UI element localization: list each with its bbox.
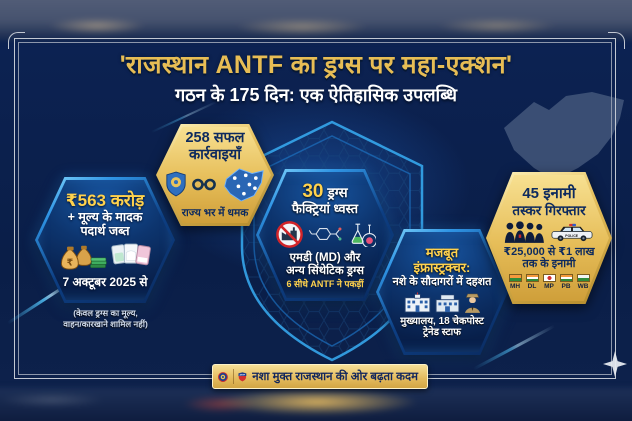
seizure-value: ₹563 करोड़ [65, 190, 145, 210]
state-flag: WB [576, 273, 590, 290]
station-building-icon [435, 293, 459, 313]
factories-label: फैक्ट्रियां ध्वस्त [291, 201, 359, 217]
arrests-count: 45 इनामी [522, 185, 576, 203]
handcuffs-icon [192, 178, 216, 191]
badge-fill [379, 232, 505, 352]
badge-operations: 258 सफल कार्रवाइयाँ [156, 124, 274, 226]
factories-count: 30 [302, 181, 324, 203]
state-flag: MH [508, 273, 522, 290]
no-factory-icon [275, 221, 303, 248]
seizure-label-1: + मूल्य के मादक [67, 209, 143, 224]
factories-detail-2: अन्य सिंथेटिक ड्रग्स [285, 264, 365, 277]
drug-packets-icon [111, 243, 151, 266]
subtitle: गठन के 175 दिन: एक ऐतिहासिक उपलब्धि [175, 85, 457, 105]
footer-banner: ANTF नशा मुक्त राजस्थान की ओर बढ़ता कदम [212, 364, 428, 389]
antf-shield-label: ANTF [240, 373, 246, 376]
infrastructure-subtext: नशे के सौदागरों में दहशत [392, 276, 492, 289]
flag-icon-mp [542, 273, 556, 282]
state-flag: PB [559, 273, 573, 290]
badge-arrests: 45 इनामी तस्कर गिरफ्तार [486, 172, 612, 304]
banner-divider [232, 369, 234, 384]
cash-stack-icon [90, 257, 107, 268]
police-officer-icon [464, 293, 480, 313]
rajasthan-map-pins-icon [224, 168, 264, 202]
flag-icon-wb [576, 273, 590, 282]
infrastructure-title-2: इंफ्रास्ट्रक्चर: [413, 259, 471, 275]
headquarters-building-icon [404, 291, 430, 313]
arrests-reward-range: ₹25,000 से ₹1 लाख [503, 246, 595, 258]
factories-unit: ड्रग्स [327, 185, 348, 201]
badge-seizure: ₹563 करोड़ + मूल्य के मादक पदार्थ जब्त ₹ [35, 177, 175, 303]
badge-factories: 30 ड्रग्स फैक्ट्रियां ध्वस्त [256, 169, 394, 301]
footnote-line-2: वाहन/कारखाने शामिल नहीं) [63, 319, 148, 330]
operations-label: कार्रवाइयाँ [189, 146, 241, 163]
frame-corner-ornament [8, 32, 25, 49]
police-car-icon: POLICE [551, 223, 593, 242]
blurred-top-edge [0, 0, 632, 40]
chemistry-flasks-icon [351, 223, 376, 247]
badge-fill [38, 180, 172, 300]
operations-count: 258 सफल [185, 130, 245, 147]
state-flag: MP [542, 273, 556, 290]
factories-caption: 6 सीधे ANTF ने पकड़ीं [286, 278, 364, 289]
footer-tagline: नशा मुक्त राजस्थान की ओर बढ़ता कदम [252, 371, 418, 383]
flag-icon-dl [525, 273, 539, 282]
money-bags-icon: ₹ [60, 245, 107, 270]
badge-infrastructure: मजबूत इंफ्रास्ट्रक्चर: नशे के सौदागरों म… [376, 229, 508, 355]
arrests-reward-label: तक के इनामी [522, 258, 576, 271]
arrests-label: तस्कर गिरफ्तार [512, 202, 586, 218]
seizure-since-date: 7 अक्टूबर 2025 से [62, 274, 148, 289]
seizure-footnote: (केवल ड्रग्स का मूल्य, वाहन/कारखाने शामि… [28, 308, 183, 331]
flag-icon-pb [559, 273, 573, 282]
state-flag: DL [525, 273, 539, 290]
flag-label: MP [544, 282, 554, 290]
molecule-icon [308, 228, 341, 241]
rajasthan-map-silhouette [504, 92, 624, 180]
flag-label: MH [509, 282, 521, 290]
flag-label: WB [577, 282, 589, 290]
police-badge-icon [166, 171, 186, 197]
flag-label: DL [527, 282, 537, 290]
state-flags-row: MH DL MP PB WB [508, 273, 590, 290]
main-title: 'राजस्थान ANTF का ड्रग्स पर महा-एक्शन' [119, 51, 513, 79]
smuggler-silhouettes-icon [504, 221, 544, 243]
flag-icon-mh [508, 273, 522, 282]
infrastructure-title-1: मजबूत [425, 245, 459, 261]
rajasthan-police-logo [218, 371, 228, 382]
seizure-label-2: पदार्थ जब्त [80, 223, 130, 238]
infrastructure-caption-1: मुख्यालय, 18 चेकपोस्ट [400, 315, 484, 327]
operations-caption: राज्य भर में धमक [181, 206, 249, 219]
rupee-symbol: ₹ [67, 257, 74, 267]
infrastructure-caption-2: ट्रेनेड स्टाफ [423, 326, 461, 338]
blurred-bottom-edge [0, 388, 632, 421]
footnote-line-1: (केवल ड्रग्स का मूल्य, [73, 308, 138, 318]
antf-shield-logo: ANTF [238, 371, 247, 382]
factories-detail-1: एमडी (MD) और [289, 251, 361, 264]
flag-label: PB [561, 282, 571, 290]
frame-corner-ornament [608, 32, 625, 49]
police-car-label: POLICE [565, 234, 579, 238]
